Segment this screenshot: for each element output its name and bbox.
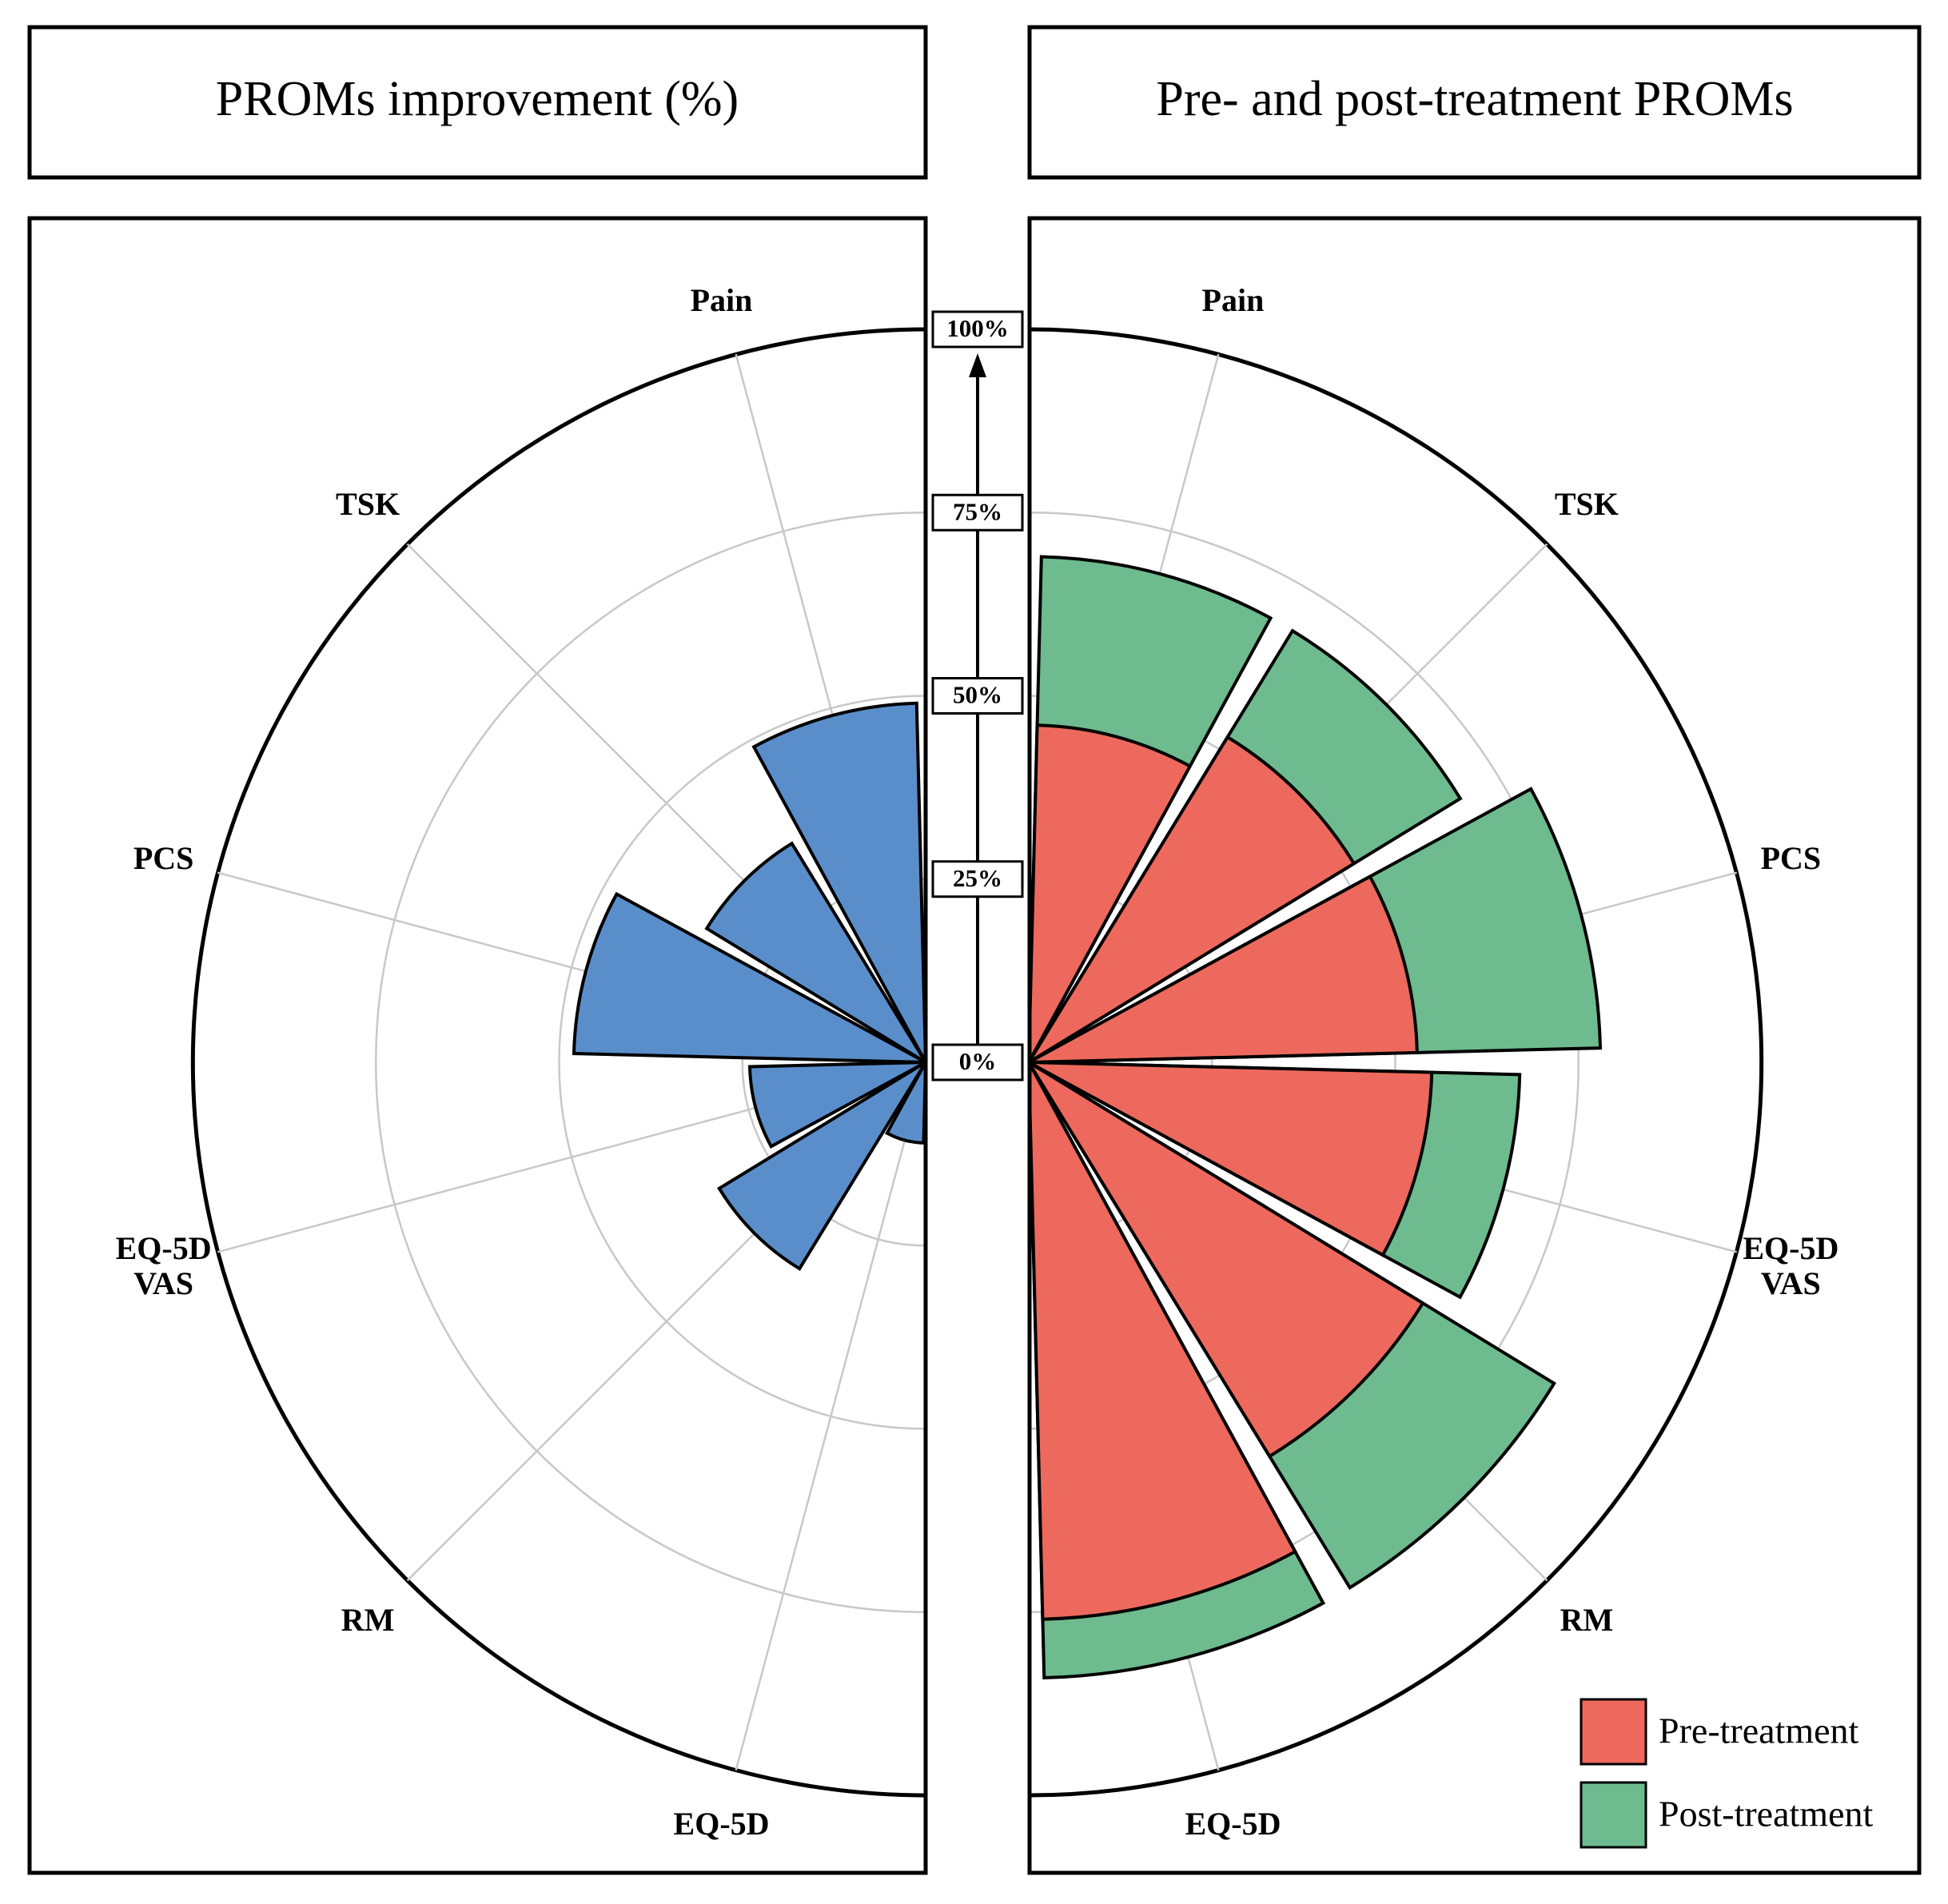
bar <box>885 1062 926 1145</box>
bar <box>572 891 926 1064</box>
category-label: EQ-5D <box>1185 1806 1281 1842</box>
category-label: EQ-5D <box>673 1806 770 1842</box>
category-label: Pain <box>1201 281 1265 318</box>
tick-label: 0% <box>959 1047 997 1075</box>
tick-box <box>931 1043 1024 1081</box>
outer-ring <box>190 327 926 1798</box>
bar <box>1029 1061 1425 1459</box>
category-label: RM <box>341 1601 395 1638</box>
category-label: TSK <box>336 486 400 523</box>
category-label: EQ-5D VAS <box>115 1230 212 1302</box>
tick-label: 75% <box>953 497 1002 525</box>
chart-title: Pre- and post-treatment PROMs <box>1156 72 1793 126</box>
category-label: RM <box>1560 1601 1614 1638</box>
bar <box>751 701 926 1063</box>
tick-label: 25% <box>953 864 1002 892</box>
axis-arrow <box>969 353 986 377</box>
panel-frame <box>27 216 928 1875</box>
legend-swatch <box>1580 1698 1647 1766</box>
tick-box <box>931 493 1024 532</box>
tick-box <box>931 860 1024 898</box>
tick-label: 100% <box>946 314 1009 342</box>
legend-label: Pre-treatment <box>1659 1711 1859 1751</box>
bar <box>1029 1062 1297 1621</box>
grid-ring <box>1029 512 1580 1613</box>
category-label: TSK <box>1554 486 1619 523</box>
bar <box>1029 723 1193 1063</box>
spoke <box>735 1062 926 1771</box>
title-box <box>27 25 928 180</box>
category-label: PCS <box>133 839 194 876</box>
panel-frame <box>1027 216 1922 1875</box>
category-label: EQ-5D VAS <box>1743 1230 1839 1302</box>
bar <box>1029 735 1356 1064</box>
legend-label: Post-treatment <box>1659 1794 1873 1834</box>
tick-label: 50% <box>953 681 1002 709</box>
bar <box>747 1061 926 1149</box>
chart-title: PROMs improvement (%) <box>216 72 739 126</box>
grid-ring <box>375 512 926 1613</box>
category-label: PCS <box>1760 839 1822 876</box>
bar <box>1029 1061 1434 1257</box>
title-box <box>1027 25 1922 180</box>
bar <box>704 841 926 1064</box>
bar <box>1029 874 1419 1064</box>
tick-box <box>931 677 1024 715</box>
left-plot <box>190 327 926 1798</box>
right-plot <box>1029 327 1764 1798</box>
legend-swatch <box>1580 1781 1647 1849</box>
bar <box>717 1061 926 1271</box>
grid-ring <box>558 695 926 1430</box>
category-label: Pain <box>690 281 753 318</box>
outer-ring <box>1029 327 1764 1798</box>
overlay: 0% 25% 50% 75% 100% Pre-treatment Post-treatme… <box>931 310 1873 1849</box>
tick-box <box>931 310 1024 349</box>
